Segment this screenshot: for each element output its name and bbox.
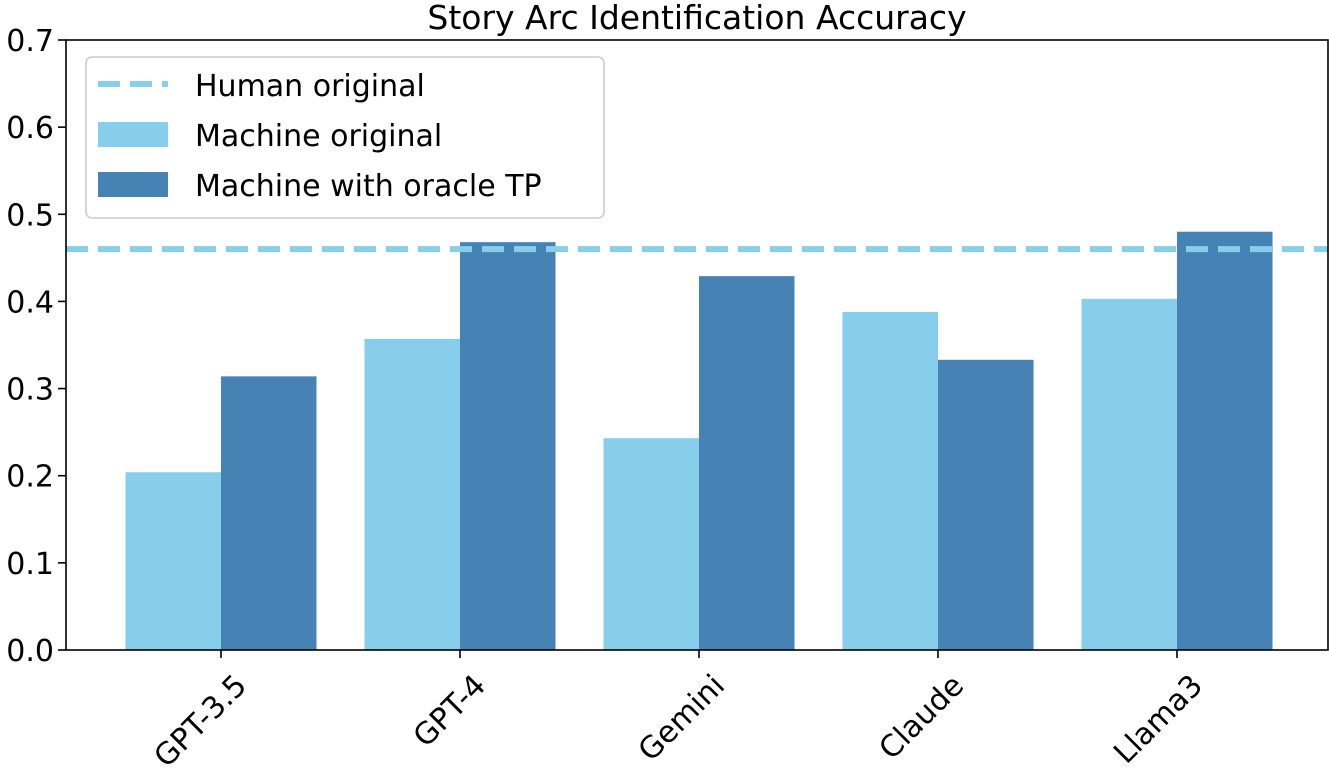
x-tick-label-claude: Claude	[873, 668, 971, 766]
x-tick-label-gpt-4: GPT-4	[407, 668, 493, 754]
x-tick-label-gemini: Gemini	[632, 668, 732, 768]
bars-layer	[125, 231, 1273, 650]
x-axis: GPT-3.5 GPT-4 Gemini Claude Llama3	[148, 650, 1210, 775]
bar-machine-with-oracle-tp-gpt-3-5	[221, 376, 317, 650]
y-tick-label: 0.0	[6, 634, 54, 669]
bar-machine-original-gpt-3-5	[125, 472, 221, 650]
x-tick-label-gpt-3-5: GPT-3.5	[148, 668, 254, 774]
bar-machine-original-llama3	[1081, 298, 1177, 650]
y-tick-label: 0.5	[6, 198, 54, 233]
bar-machine-original-claude	[842, 311, 938, 650]
x-tick-label-llama3: Llama3	[1107, 668, 1210, 771]
bar-machine-with-oracle-tp-llama3	[1177, 231, 1273, 650]
y-tick-label: 0.4	[6, 285, 54, 320]
bar-machine-original-gemini	[603, 438, 699, 650]
y-tick-label: 0.3	[6, 373, 54, 408]
legend-label-machine-original: Machine original	[195, 119, 442, 154]
legend-swatch-machine-original	[98, 122, 168, 147]
legend-label-machine-with-oracle-tp: Machine with oracle TP	[195, 169, 542, 204]
bar-machine-with-oracle-tp-claude	[938, 359, 1034, 650]
y-tick-label: 0.6	[6, 111, 54, 146]
y-tick-label: 0.7	[6, 24, 54, 59]
legend-swatch-machine-with-oracle-tp	[98, 172, 168, 197]
legend-frame	[85, 56, 605, 219]
y-axis: 0.0 0.1 0.2 0.3 0.4 0.5 0.6 0.7	[6, 24, 66, 669]
chart-title: Story Arc Identification Accuracy	[427, 0, 966, 37]
legend: Human original Machine original Machine …	[85, 56, 605, 219]
bar-machine-original-gpt-4	[364, 338, 460, 650]
bar-machine-with-oracle-tp-gemini	[699, 276, 795, 650]
legend-label-human-original: Human original	[195, 69, 425, 104]
y-tick-label: 0.2	[6, 460, 54, 495]
plot-frame	[65, 39, 1329, 651]
bar-machine-with-oracle-tp-gpt-4	[460, 242, 556, 650]
y-tick-label: 0.1	[6, 547, 54, 582]
